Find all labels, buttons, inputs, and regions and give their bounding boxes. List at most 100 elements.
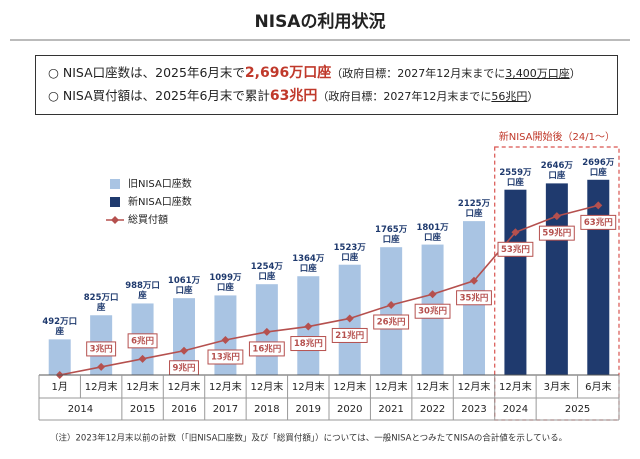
- x-tick-label: 12月末: [209, 380, 242, 393]
- value-label-group: 26兆円: [373, 314, 410, 330]
- value-label-box: 2646万口座: [541, 161, 573, 181]
- value-label-group: 63兆円: [580, 214, 617, 230]
- x-group-label: 2018: [254, 404, 279, 415]
- x-tick-label: 1月: [52, 381, 68, 393]
- value-label-group: 9兆円: [169, 360, 199, 376]
- x-tick-label: 12月末: [375, 380, 408, 393]
- value-label: 2125万口座: [457, 199, 491, 220]
- marker: [304, 322, 313, 331]
- summary-line: ○ NISA買付額は、2025年6月末で累計63兆円（政府目標：2027年12月…: [48, 85, 617, 108]
- value-label-bg: [538, 225, 575, 241]
- value-label: 9兆円: [173, 362, 196, 373]
- value-label: 6兆円: [131, 335, 154, 346]
- value-label: 1099万口座: [209, 273, 242, 294]
- value-label: 16兆円: [252, 343, 281, 354]
- value-label-group: 53兆円: [497, 241, 534, 257]
- x-tick-label: 3月末: [544, 380, 570, 393]
- x-tick-label: 12月末: [499, 380, 532, 393]
- value-label: 1364万口座: [292, 254, 325, 275]
- marker: [552, 212, 561, 221]
- value-label-bg: [456, 290, 492, 306]
- marker: [511, 228, 520, 237]
- summary-line: ○ NISA口座数は、2025年6月末で2,696万口座（政府目標：2027年1…: [48, 62, 617, 85]
- value-label: 2696万口座: [582, 157, 615, 178]
- summary-highlight: 2,696万口座: [244, 65, 332, 81]
- x-group-label: 2017: [213, 404, 238, 415]
- value-label: 1801万口座: [416, 222, 449, 243]
- summary-note: （政府目標：2027年12月末までに: [331, 67, 506, 80]
- value-label-group: 3兆円: [86, 341, 117, 357]
- value-label: 988万口座: [125, 281, 160, 302]
- value-label-box: 1765万口座: [375, 225, 408, 246]
- value-label-bg: [248, 341, 285, 357]
- summary-box: ○ NISA口座数は、2025年6月末で2,696万口座（政府目標：2027年1…: [35, 55, 618, 115]
- value-label-group: 13兆円: [207, 349, 244, 365]
- value-label: 18兆円: [294, 338, 323, 349]
- summary-lead: ○ NISA買付額は、2025年6月末で累計: [48, 88, 270, 103]
- line: [59, 204, 599, 376]
- x-group-label: 2014: [68, 404, 93, 415]
- x-tick-label: 12月末: [292, 380, 325, 393]
- value-label-group: 16兆円: [248, 341, 285, 357]
- bar: [504, 189, 527, 375]
- value-label-group: 35兆円: [456, 290, 492, 306]
- value-label-group: 6兆円: [127, 333, 158, 349]
- value-label-box: 825万口座: [84, 293, 119, 313]
- x-tick-label: 12月末: [85, 380, 118, 393]
- value-label-box: 492万口座: [42, 317, 78, 338]
- value-label: 21兆円: [335, 330, 364, 341]
- summary-note: ）: [527, 90, 539, 103]
- x-tick-label: 12月末: [333, 380, 366, 393]
- value-label-bg: [497, 241, 534, 257]
- marker: [470, 276, 478, 285]
- value-label: 1765万口座: [375, 225, 408, 246]
- value-label: 63兆円: [584, 217, 613, 228]
- marker: [138, 354, 147, 363]
- summary-note: ）: [569, 67, 581, 80]
- bar: [545, 183, 568, 375]
- marker: [594, 201, 603, 210]
- legend-swatch: [110, 197, 120, 207]
- x-group-label: 2024: [503, 404, 528, 415]
- value-label: 492万口座: [42, 317, 78, 338]
- summary-highlight: 63兆円: [269, 88, 318, 104]
- legend-label: 新NISA口座数: [128, 195, 192, 208]
- summary-note: （政府目標：2027年12月末までに: [317, 90, 492, 103]
- x-tick-label: 12月末: [250, 380, 283, 393]
- marker: [387, 301, 396, 309]
- marker: [262, 327, 271, 336]
- value-label: 53兆円: [501, 244, 530, 255]
- x-group-label: 2019: [296, 404, 321, 415]
- value-label-box: 2696万口座: [582, 157, 615, 178]
- value-label: 2559万口座: [499, 167, 532, 188]
- x-tick-label: 6月末: [585, 380, 611, 393]
- legend-marker: [111, 216, 119, 224]
- value-label: 35兆円: [460, 292, 489, 303]
- value-label: 1523万口座: [333, 242, 366, 263]
- x-group-label: 2025: [565, 404, 590, 415]
- value-label-group: 21兆円: [331, 327, 368, 343]
- value-label-bg: [127, 333, 158, 349]
- value-label-bg: [290, 336, 327, 352]
- value-label-box: 1364万口座: [292, 254, 325, 275]
- x-tick-label: 12月末: [458, 380, 491, 393]
- chart-title: NISAの利用状況: [255, 11, 386, 32]
- value-label: 3兆円: [90, 343, 113, 354]
- value-label-box: 1099万口座: [209, 273, 242, 294]
- x-tick-label: 12月末: [416, 380, 449, 393]
- value-label: 13兆円: [211, 352, 240, 363]
- annotation: 新NISA開始後（24/1～）: [499, 130, 615, 143]
- x-group-label: 2015: [130, 404, 155, 415]
- summary-target: 56兆円: [491, 90, 528, 103]
- x-tick-label: 12月末: [168, 380, 201, 393]
- value-label: 30兆円: [418, 306, 447, 317]
- summary-target: 3,400万口座: [505, 67, 570, 80]
- value-label: 59兆円: [542, 228, 571, 239]
- value-label: 26兆円: [377, 317, 406, 328]
- value-label-box: 1061万口座: [168, 276, 200, 296]
- value-label-box: 1801万口座: [416, 222, 449, 243]
- value-label-bg: [373, 314, 410, 330]
- marker: [428, 290, 437, 299]
